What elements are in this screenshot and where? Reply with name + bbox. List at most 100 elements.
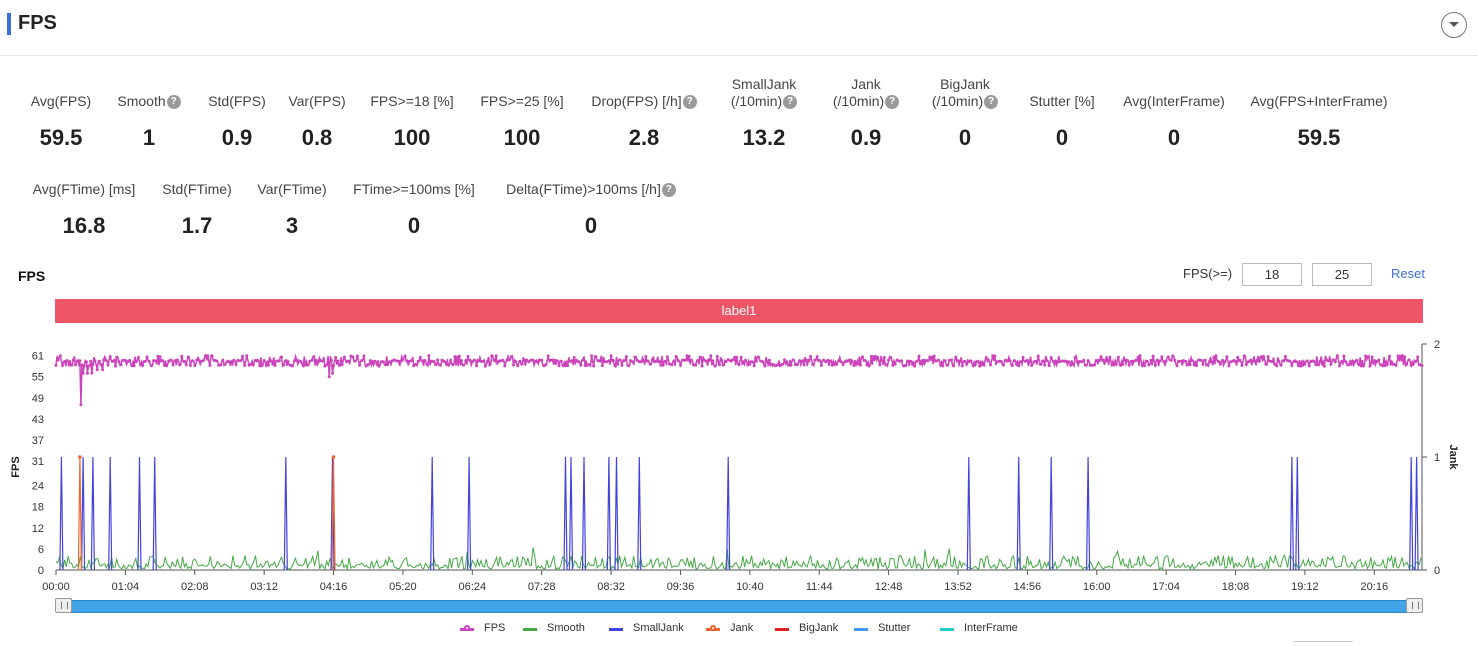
fps-point — [1316, 363, 1320, 367]
slider-handle-right[interactable] — [1406, 598, 1423, 613]
metric-value: 0 — [1055, 125, 1069, 150]
smalljank-spike — [726, 456, 731, 571]
fps-point — [1186, 363, 1190, 367]
fps-point — [345, 360, 348, 363]
fps-point — [1398, 354, 1402, 358]
metric-label-text: Avg(FPS) — [30, 93, 92, 109]
y2-tick-label: 0 — [1434, 565, 1440, 577]
fps-point — [1281, 359, 1285, 363]
fps-point — [1208, 360, 1211, 364]
fps-point — [384, 363, 388, 367]
fps-point — [108, 355, 112, 359]
fps-point — [1097, 358, 1101, 362]
fps-point — [267, 363, 270, 367]
fps-point — [280, 355, 283, 359]
metric-row1-2: Std(FPS) 0.9 — [147, 76, 327, 151]
fps-point — [173, 359, 177, 363]
metric-row1-5: FPS>=25 [%] 100 — [432, 76, 612, 151]
fps-point — [1218, 362, 1222, 366]
fps-point — [1112, 363, 1116, 367]
help-icon[interactable]: ? — [885, 95, 900, 110]
fps-point — [325, 363, 329, 367]
fps-point — [327, 375, 331, 379]
fps-point — [468, 358, 472, 362]
fps-point — [867, 364, 871, 368]
section-header: FPS — [0, 0, 1478, 56]
fps-point — [449, 358, 453, 362]
help-icon[interactable]: ? — [661, 183, 676, 198]
smalljank-spike — [137, 456, 142, 571]
smalljank-spike — [614, 456, 619, 571]
fps-point — [707, 358, 711, 362]
help-icon[interactable]: ? — [166, 95, 181, 110]
metric-value: 0.9 — [221, 125, 253, 150]
slider-handle-left[interactable] — [55, 598, 72, 613]
zoom-slider[interactable] — [55, 598, 1423, 614]
fps-point — [323, 364, 327, 368]
fps-point — [1021, 355, 1025, 359]
fps-point — [332, 364, 335, 368]
collapse-button[interactable] — [1441, 12, 1467, 38]
fps-point — [1236, 355, 1240, 359]
fps-point — [1344, 360, 1348, 364]
y-tick-label: 49 — [32, 393, 44, 405]
threshold-input-2[interactable] — [1312, 263, 1372, 286]
metric-label: FPS>=18 [%] — [322, 93, 502, 110]
fps-point — [728, 359, 732, 363]
fps-point — [1362, 364, 1365, 368]
reset-link[interactable]: Reset — [1391, 266, 1425, 281]
fps-point — [982, 363, 986, 367]
fps-point — [787, 363, 791, 367]
fps-point — [748, 362, 752, 366]
fps-point — [1325, 358, 1329, 362]
fps-point — [1123, 358, 1127, 362]
fps-point — [425, 362, 429, 366]
fps-point — [911, 362, 914, 366]
fps-point — [82, 364, 86, 368]
smalljank-spike — [108, 456, 113, 571]
metric-label: FPS>=25 [%] — [432, 93, 612, 110]
fps-point — [1288, 359, 1292, 363]
fps-point — [720, 358, 724, 362]
fps-point — [54, 363, 58, 367]
fps-point — [85, 371, 89, 375]
fps-point — [943, 359, 947, 363]
fps-point — [1169, 358, 1172, 362]
y-tick-label: 31 — [32, 456, 44, 468]
fps-point — [700, 364, 704, 368]
fps-point — [679, 363, 682, 367]
fps-point — [1299, 364, 1303, 368]
help-icon[interactable]: ? — [682, 95, 697, 110]
help-icon[interactable]: ? — [984, 95, 999, 110]
fps-point — [661, 363, 665, 367]
section-title: FPS — [18, 12, 57, 34]
fps-point — [1327, 359, 1331, 363]
help-icon[interactable]: ? — [783, 95, 798, 110]
fps-point — [735, 355, 739, 359]
metric-value: 1 — [142, 125, 156, 150]
fps-point — [887, 358, 891, 362]
fps-point — [1414, 360, 1417, 363]
legend-swatch — [609, 628, 623, 631]
fps-point — [590, 354, 594, 358]
threshold-input-1[interactable] — [1242, 263, 1302, 286]
fps-point — [765, 360, 769, 364]
fps-point — [882, 356, 886, 359]
metric-value: 16.8 — [62, 213, 106, 238]
fps-point — [583, 364, 587, 367]
fps-point — [726, 358, 730, 362]
fps-point — [1175, 364, 1179, 368]
fps-point — [1303, 362, 1307, 366]
fps-point — [809, 354, 813, 358]
metric-label-line1: SmallJank — [731, 76, 797, 92]
fps-point — [1249, 358, 1253, 362]
fps-point — [1047, 364, 1051, 368]
fps-point — [74, 363, 77, 367]
chart-title: FPS — [18, 268, 46, 284]
fps-point — [1240, 364, 1244, 367]
fps-point — [1301, 363, 1305, 367]
legend-swatch — [775, 628, 789, 631]
fps-point — [1418, 363, 1422, 367]
fps-point — [286, 360, 290, 363]
fps-point — [241, 354, 244, 358]
